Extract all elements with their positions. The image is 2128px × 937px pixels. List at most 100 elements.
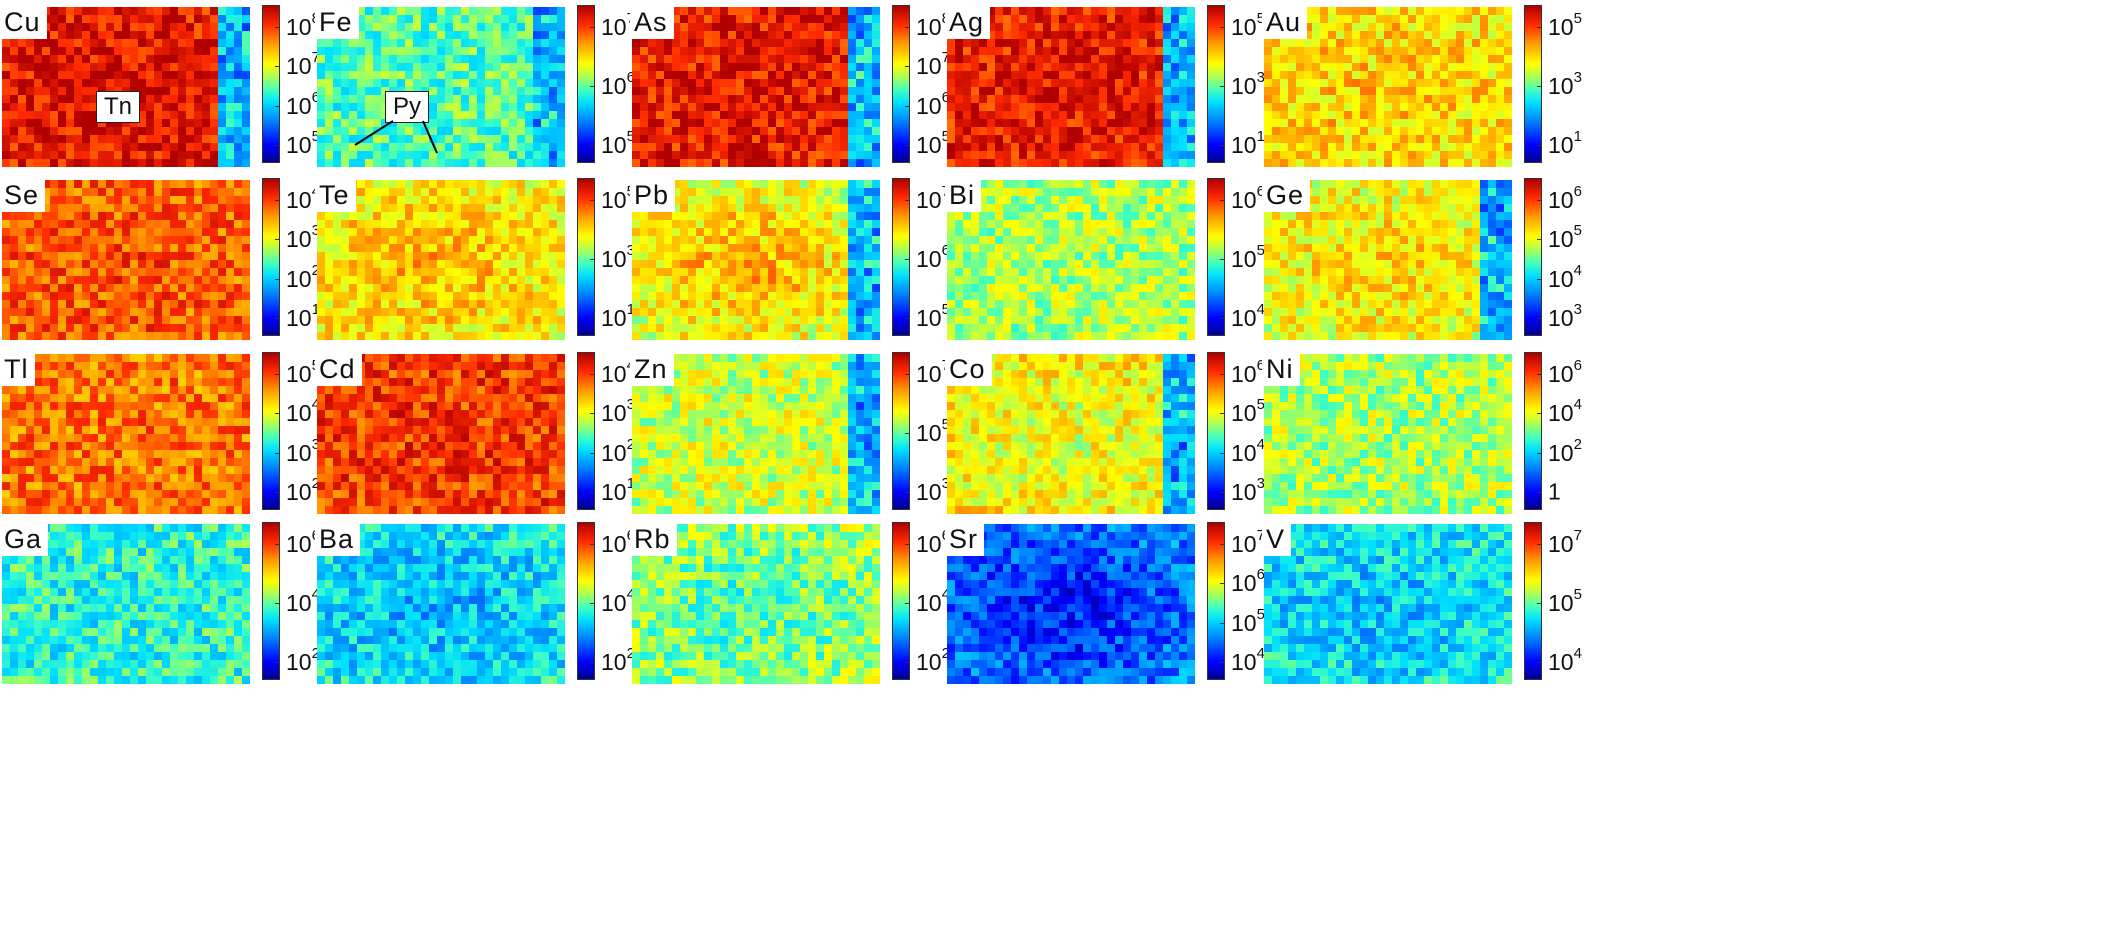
tick-exponent: 4 [311,586,320,604]
colorbar-tick-mark [1220,374,1225,375]
colorbar-tick-label: 1 [1548,479,1561,506]
colorbar-tick-label: 104 [1548,396,1582,428]
tick-exponent: 1 [1256,128,1265,146]
colorbar-tick-label: 106 [1548,183,1582,214]
colorbar [577,5,595,163]
colorbar-tick-mark [590,452,595,454]
tick-base: 10 [286,648,312,675]
tick-base: 10 [916,53,942,80]
panel-rb: Rb106104102 [630,522,950,690]
tick-exponent: 5 [1573,222,1582,240]
colorbar [1524,178,1542,336]
colorbar-ticks: 107 105 104 [1548,522,1598,680]
tick-base: 10 [916,304,942,331]
colorbar-tick-mark [1537,544,1542,545]
colorbar-tick-mark [905,544,910,545]
colorbar-tick-mark [590,200,595,201]
colorbar-tick-label: 105 [601,128,635,159]
tick-exponent: 3 [626,242,635,260]
colorbar-tick-mark [1220,259,1225,260]
tick-base: 10 [916,92,942,119]
colorbar [262,5,280,163]
tick-exponent: 3 [311,222,320,240]
colorbar-tick-mark [275,492,280,493]
colorbar-tick-label: 105 [916,416,950,447]
colorbar-tick-mark [1537,318,1542,319]
tick-exponent: 2 [311,645,320,663]
element-map-ni [1264,354,1512,514]
colorbar-tick-label: 104 [1548,645,1582,676]
colorbar-tick-label: 101 [1548,128,1582,159]
colorbar-tick-mark [1220,27,1225,28]
tick-exponent: 2 [1573,435,1582,453]
colorbar [577,522,595,680]
colorbar-tick-mark [1220,413,1225,415]
tick-base: 10 [1231,530,1257,557]
colorbar-tick-mark [905,433,910,434]
panel-fe: Fe107106105Py [315,5,635,173]
py-callout: Py [385,91,430,123]
tick-base: 10 [1548,439,1574,466]
element-map-ge [1264,180,1512,340]
colorbar-tick-mark [275,452,280,454]
element-label: Ni [1262,352,1300,386]
colorbar-tick-label: 106 [601,69,635,100]
colorbar-tick-mark [905,66,910,68]
colorbar-tick-mark [590,259,595,260]
colorbar-tick-mark [1537,662,1542,663]
colorbar-tick-mark [905,259,910,260]
panel-ba: Ba106104102 [315,522,635,690]
panel-ga: Ga106104102 [0,522,320,690]
colorbar-ticks: 107105103 [916,352,966,510]
colorbar-tick-mark [1220,662,1225,663]
colorbar-tick-label: 103 [601,397,635,428]
colorbar [1207,352,1225,510]
panel-sr: Sr 107 106 105 104 [945,522,1265,690]
colorbar-tick-label: 103 [1231,69,1265,100]
colorbar-tick-mark [1220,622,1225,624]
colorbar [1524,352,1542,510]
element-label: Co [945,352,992,386]
colorbar-tick-mark [275,200,280,201]
colorbar [1207,522,1225,680]
tick-exponent: 6 [941,242,950,260]
tick-base: 10 [1231,304,1257,331]
element-label: Sr [945,522,984,556]
tick-exponent: 5 [1256,396,1265,414]
colorbar-ticks: 104103102101 [286,178,336,336]
tick-base: 10 [916,186,942,213]
element-label: Te [315,178,356,212]
tick-base: 10 [1548,131,1574,158]
colorbar-tick-mark [590,27,595,28]
colorbar-tick-label: 107 [916,50,950,81]
colorbar-tick-mark [905,662,910,663]
colorbar [262,522,280,680]
tick-base: 10 [286,530,312,557]
colorbar-tick-mark [905,492,910,493]
colorbar-tick-mark [905,318,910,319]
tick-base: 10 [601,478,627,505]
tick-exponent: 3 [941,475,950,493]
tick-base: 10 [286,226,312,253]
element-map-te [317,180,565,340]
panel-v: V 107 105 104 [1262,522,1582,690]
element-label: Zn [630,352,674,386]
tick-base: 10 [916,530,942,557]
tick-base: 10 [1548,265,1574,292]
tick-base: 10 [286,92,312,119]
colorbar-tick-label: 105 [916,301,950,332]
tick-exponent: 6 [626,69,635,87]
tick-exponent: 5 [311,128,320,146]
tick-base: 10 [916,131,942,158]
colorbar-tick-label: 101 [601,301,635,332]
tick-exponent: 4 [1573,396,1582,414]
colorbar-tick-label: 106 [916,89,950,120]
colorbar-tick-mark [905,200,910,201]
colorbar-tick-label: 107 [286,50,320,81]
colorbar-tick-mark [1537,145,1542,146]
tick-base: 10 [286,53,312,80]
colorbar-tick-label: 103 [1231,475,1265,506]
